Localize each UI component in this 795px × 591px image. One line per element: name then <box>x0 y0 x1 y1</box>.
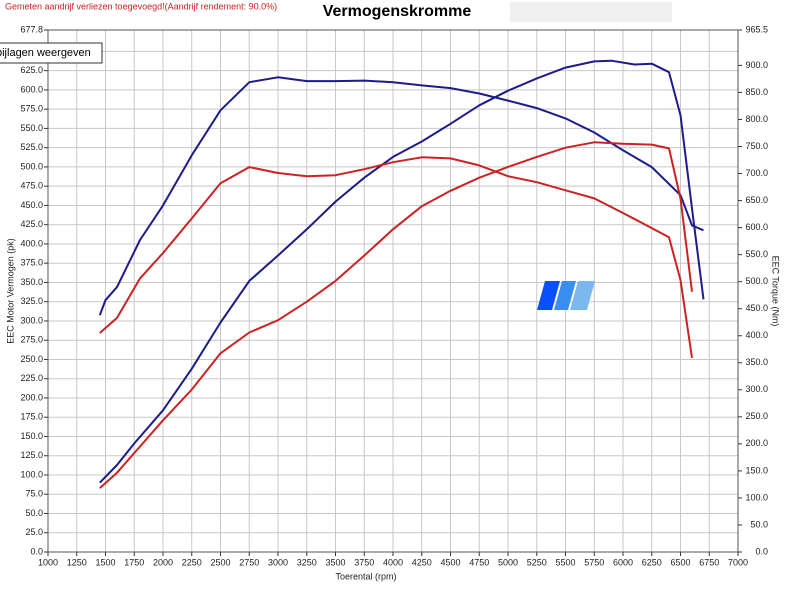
y-tick-label: 250.0 <box>20 354 43 364</box>
x-tick-label: 6250 <box>642 557 662 567</box>
x-tick-label: 1000 <box>38 557 58 567</box>
y2-tick-label: 750.0 <box>745 141 768 151</box>
x-tick-label: 1750 <box>124 557 144 567</box>
y2-tick-label: 150.0 <box>745 465 768 475</box>
x-tick-label: 2250 <box>182 557 202 567</box>
y2-tick-label: 800.0 <box>745 114 768 124</box>
y-tick-label: 400.0 <box>20 238 43 248</box>
series-line <box>99 141 693 489</box>
note: Gemeten aandrijf verliezen toegevoegd!(A… <box>5 1 277 11</box>
y2-tick-label: 350.0 <box>745 357 768 367</box>
series-line <box>99 59 705 484</box>
y-tick-label: 325.0 <box>20 296 43 306</box>
y-tick-label: 550.0 <box>20 123 43 133</box>
x-tick-label: 4250 <box>412 557 432 567</box>
x-tick-label: 1500 <box>95 557 115 567</box>
y2-tick-label: 700.0 <box>745 168 768 178</box>
y-tick-label: 225.0 <box>20 373 43 383</box>
y2-tick-label: 0.0 <box>755 546 768 556</box>
logo-shape <box>537 281 560 310</box>
y2-tick-label: 200.0 <box>745 438 768 448</box>
x-tick-label: 2750 <box>239 557 259 567</box>
x-tick-label: 3500 <box>325 557 345 567</box>
x-axis-label: Toerental (rpm) <box>335 571 396 581</box>
x-tick-label: 3250 <box>297 557 317 567</box>
y-tick-label: 300.0 <box>20 315 43 325</box>
y2-tick-label: 550.0 <box>745 249 768 259</box>
y-tick-label: 475.0 <box>20 181 43 191</box>
x-tick-label: 3750 <box>354 557 374 567</box>
y2-tick-label: 50.0 <box>750 519 768 529</box>
y2-tick-label: 650.0 <box>745 195 768 205</box>
y-tick-label: 25.0 <box>25 527 43 537</box>
plot-frame <box>47 29 739 553</box>
y-tick-label: 600.0 <box>20 84 43 94</box>
series-line <box>99 156 693 359</box>
y-tick-label: 525.0 <box>20 142 43 152</box>
x-tick-label: 7000 <box>728 557 748 567</box>
y-tick-label: 75.0 <box>25 489 43 499</box>
y2-tick-label: 300.0 <box>745 384 768 394</box>
x-tick-label: 6750 <box>699 557 719 567</box>
y2-axis-label: EEC Torque (Nm) <box>771 256 781 327</box>
y-tick-label: 150.0 <box>20 431 43 441</box>
tooltip-text: bijlagen weergeven <box>0 47 91 59</box>
y-tick-label: 450.0 <box>20 200 43 210</box>
y-tick-label: 0.0 <box>30 546 43 556</box>
y-tick-label: 625.0 <box>20 65 43 75</box>
y-tick-label: 500.0 <box>20 161 43 171</box>
x-tick-label: 5000 <box>498 557 518 567</box>
y-tick-label: 350.0 <box>20 277 43 287</box>
x-tick-label: 2000 <box>153 557 173 567</box>
x-tick-label: 5750 <box>584 557 604 567</box>
y2-tick-label: 900.0 <box>745 60 768 70</box>
y-tick-label: 425.0 <box>20 219 43 229</box>
blank-box <box>510 2 672 22</box>
x-tick-label: 5250 <box>527 557 547 567</box>
y2-tick-label: 250.0 <box>745 411 768 421</box>
y-axis-label: EEC Motor Vermogen (pk) <box>5 238 15 344</box>
y2-tick-label: 400.0 <box>745 330 768 340</box>
plot: 1000 1250 1500 1750 2000 2250 2500 2750 3000 3250… <box>20 24 768 567</box>
y2-tick-label: 965.5 <box>745 24 768 34</box>
y-tick-label: 100.0 <box>20 469 43 479</box>
y-tick-label: 575.0 <box>20 104 43 114</box>
y-tick-label: 677.8 <box>20 24 43 34</box>
y2-tick-label: 850.0 <box>745 87 768 97</box>
series-line <box>98 76 704 316</box>
x-tick-label: 3000 <box>268 557 288 567</box>
tooltip: bijlagen weergeven <box>0 42 103 64</box>
chart-title: Vermogenskromme <box>323 3 472 20</box>
x-tick-label: 6000 <box>613 557 633 567</box>
y2-tick-label: 500.0 <box>745 276 768 286</box>
logo-shape <box>554 281 576 310</box>
y-tick-label: 175.0 <box>20 412 43 422</box>
y-tick-label: 50.0 <box>25 508 43 518</box>
y-tick-label: 200.0 <box>20 392 43 402</box>
logo-shape <box>570 281 595 310</box>
y-tick-label: 275.0 <box>20 335 43 345</box>
watermark <box>537 281 595 310</box>
y-tick-label: 375.0 <box>20 258 43 268</box>
x-tick-label: 4500 <box>440 557 460 567</box>
y2-tick-label: 450.0 <box>745 303 768 313</box>
x-tick-label: 5500 <box>555 557 575 567</box>
x-tick-label: 6500 <box>670 557 690 567</box>
x-tick-label: 2500 <box>210 557 230 567</box>
y-tick-label: 125.0 <box>20 450 43 460</box>
y2-tick-label: 600.0 <box>745 222 768 232</box>
tooltip-box <box>0 42 103 64</box>
x-tick-label: 1250 <box>67 557 87 567</box>
x-tick-label: 4000 <box>383 557 403 567</box>
y2-tick-label: 100.0 <box>745 492 768 502</box>
x-tick-label: 4750 <box>469 557 489 567</box>
